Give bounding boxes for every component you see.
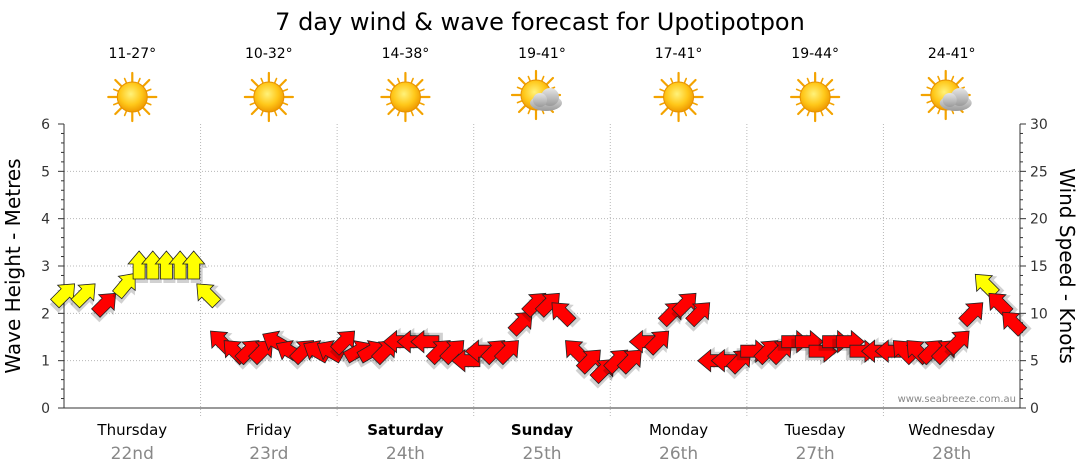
left-tick-label: 5 xyxy=(41,164,50,180)
wind-arrow xyxy=(671,292,697,323)
cloud-part xyxy=(939,88,972,111)
sun-icon xyxy=(790,71,841,123)
wind-arrow xyxy=(247,340,274,370)
sun-cloud-icon xyxy=(510,69,562,121)
day-label: Thursday xyxy=(96,421,167,439)
wind-arrow xyxy=(329,330,356,361)
day-date: 22nd xyxy=(111,444,154,464)
credit-text: www.seabreeze.com.au xyxy=(898,394,1016,405)
wind-arrow xyxy=(616,349,642,380)
day-temperature: 14-38° xyxy=(382,46,430,62)
wind-arrow xyxy=(111,272,136,304)
right-tick-label: 30 xyxy=(1030,117,1048,133)
wind-arrow xyxy=(643,330,670,361)
right-tick-label: 20 xyxy=(1030,212,1048,228)
wind-arrow xyxy=(49,283,76,313)
left-tick-label: 6 xyxy=(41,117,50,133)
wind-arrow xyxy=(1002,311,1032,337)
day-date: 26th xyxy=(659,444,698,464)
day-temperature: 19-44° xyxy=(791,46,839,62)
sun-icon xyxy=(243,71,294,123)
left-tick-label: 3 xyxy=(41,259,50,275)
wind-arrow xyxy=(439,340,465,370)
days-header: 11-27° 10-32° 14-38° 19-41° 17-41° 19-44° 24-4… xyxy=(107,46,976,123)
day-temperature: 10-32° xyxy=(245,46,293,62)
left-tick-label: 2 xyxy=(41,306,50,322)
day-date: 28th xyxy=(932,444,971,464)
x-axis: Thursday 22nd Friday 23rd Saturday 24th Sunday… xyxy=(64,407,1020,464)
day-temperature: 24-41° xyxy=(928,46,976,62)
left-tick-label: 1 xyxy=(41,354,50,370)
day-label: Saturday xyxy=(367,421,444,439)
wind-arrow xyxy=(944,330,970,361)
wind-arrow xyxy=(988,292,1018,319)
wind-arrow xyxy=(684,302,711,332)
sun-icon xyxy=(107,71,158,123)
day-temperature: 17-41° xyxy=(655,46,703,62)
day-label: Sunday xyxy=(511,421,574,439)
chart-title: 7 day wind & wave forecast for Upotipotp… xyxy=(275,8,805,36)
day-date: 23rd xyxy=(249,444,288,464)
wind-arrow xyxy=(196,283,226,309)
right-tick-label: 15 xyxy=(1030,259,1048,275)
left-tick-label: 0 xyxy=(41,401,50,417)
wind-arrow xyxy=(551,302,581,328)
day-label: Tuesday xyxy=(784,421,846,439)
day-date: 24th xyxy=(386,444,425,464)
day-label: Friday xyxy=(246,421,292,439)
wind-arrow xyxy=(507,311,533,342)
wind-arrow xyxy=(181,250,208,283)
day-temperature: 19-41° xyxy=(518,46,566,62)
day-date: 27th xyxy=(796,444,835,464)
left-axis: 0 1 2 3 4 5 6 xyxy=(41,117,65,417)
right-tick-label: 10 xyxy=(1030,306,1048,322)
day-label: Monday xyxy=(649,421,708,439)
right-tick-label: 25 xyxy=(1030,164,1048,180)
right-axis-label: Wind Speed - Knots xyxy=(1055,168,1079,364)
wind-arrow xyxy=(493,340,519,370)
cloud-part xyxy=(530,88,562,111)
wind-arrow xyxy=(70,283,96,313)
day-date: 25th xyxy=(522,444,561,464)
wind-arrow xyxy=(958,302,984,332)
left-tick-label: 4 xyxy=(41,212,50,228)
day-label: Wednesday xyxy=(908,421,995,439)
right-axis: 0 5 10 15 20 25 30 xyxy=(1019,117,1048,417)
wind-arrow xyxy=(805,339,838,366)
wind-arrow xyxy=(974,273,1005,300)
wind-arrows xyxy=(49,250,1032,389)
sun-icon xyxy=(653,71,704,123)
left-axis-label: Wave Height - Metres xyxy=(1,158,25,373)
sun-icon xyxy=(380,71,431,123)
right-tick-label: 0 xyxy=(1030,401,1039,417)
day-temperature: 11-27° xyxy=(108,46,156,62)
sun-cloud-icon xyxy=(920,69,972,121)
wind-arrow xyxy=(90,292,117,323)
right-tick-label: 5 xyxy=(1030,354,1039,370)
wind-arrow xyxy=(575,349,601,380)
